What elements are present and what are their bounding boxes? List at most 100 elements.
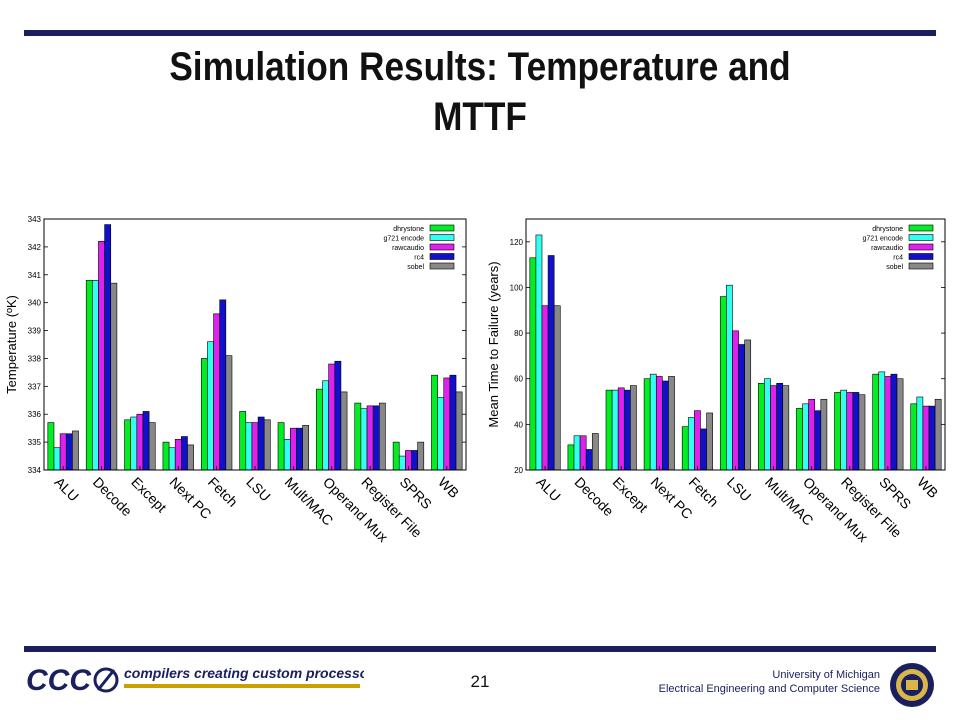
chart1-bar-dhrystone-decode <box>85 280 93 471</box>
chart1-bar-sobel-fetch <box>225 355 233 471</box>
chart1-ylabel: Temperature (ºK) <box>4 295 19 394</box>
affiliation-university: University of Michigan <box>772 669 880 681</box>
chart1-bar-g721-encode-next-pc <box>168 447 176 471</box>
chart1-xtick-label-except: Except <box>128 474 170 516</box>
chart1-xtick-label-lsu: LSU <box>243 474 274 505</box>
chart2-bar-rawcaudio-next-pc <box>655 376 663 471</box>
chart2-bar-sobel-lsu <box>744 339 752 471</box>
chart1-bar-g721-encode-alu <box>53 447 61 471</box>
chart1-bar-g721-encode-sprs <box>398 455 406 471</box>
chart2-bar-sobel-decode <box>591 433 599 471</box>
chart1-bar-g721-encode-wb <box>437 397 445 471</box>
chart1-bar-rawcaudio-alu <box>59 433 67 471</box>
chart2-bar-rawcaudio-mult-mac <box>770 385 777 471</box>
chart2-bar-sobel-register-file <box>858 394 866 471</box>
chart2-bar-rawcaudio-lsu <box>732 330 739 471</box>
ccc-logo-tagline: compilers creating custom processors <box>124 665 364 681</box>
chart1-ytick-label: 335 <box>28 438 42 447</box>
chart2-legend: dhrystone g721 encode rawcaudio rc4 sobel <box>863 224 934 271</box>
chart2-bar-g721-encode-except <box>611 389 619 471</box>
chart1-ytick-label: 342 <box>28 243 42 252</box>
chart2-legend-label-rawcaudio: rawcaudio <box>871 245 903 252</box>
chart2-legend-label-rc4: rc4 <box>893 255 903 262</box>
chart2-bar-g721-encode-lsu <box>726 284 733 471</box>
chart1-bar-dhrystone-sprs <box>392 441 400 471</box>
chart1-legend-label-g721-encode: g721 encode <box>384 236 425 243</box>
chart2-legend-swatch-rc4 <box>908 253 934 260</box>
chart1-legend: dhrystone g721 encode rawcaudio rc4 sobel <box>384 224 455 271</box>
chart1-bar-g721-encode-lsu <box>245 422 253 471</box>
chart1-bar-rc4-wb <box>449 374 457 471</box>
logo-underline <box>124 684 360 688</box>
chart2-bar-sobel-next-pc <box>668 376 675 471</box>
chart2-ytick-label: 100 <box>510 283 524 292</box>
chart2-ytick-label: 60 <box>514 375 523 384</box>
chart1-legend-swatch-g721-encode <box>429 234 455 241</box>
chart1-ytick-label: 340 <box>28 299 42 308</box>
chart2-bar-dhrystone-operand-mux <box>796 408 803 471</box>
chart2-bar-rawcaudio-sprs <box>884 376 892 471</box>
university-seal-icon <box>890 663 934 707</box>
chart1-bar-dhrystone-except <box>124 419 132 471</box>
chart2-legend-label-g721-encode: g721 encode <box>863 236 904 243</box>
chart2-bar-rc4-decode <box>585 449 593 471</box>
chart2-bar-dhrystone-register-file <box>834 392 841 471</box>
chart2-bar-rc4-mult-mac <box>776 382 784 471</box>
chart1-legend-label-rawcaudio: rawcaudio <box>392 245 424 252</box>
chart2-bar-rc4-register-file <box>852 392 860 471</box>
chart2-ytick-label: 120 <box>510 238 524 247</box>
chart2-bar-dhrystone-alu <box>529 257 537 471</box>
chart1-bar-dhrystone-wb <box>431 374 438 471</box>
chart2-bar-rc4-fetch <box>700 428 707 471</box>
chart2-bar-g721-encode-alu <box>535 234 543 471</box>
chart2-bar-sobel-sprs <box>896 378 904 471</box>
chart1-bar-dhrystone-next-pc <box>162 441 170 471</box>
chart1-bar-rc4-fetch <box>219 299 227 471</box>
chart2-ytick-label: 80 <box>514 329 523 338</box>
chart2-bar-g721-encode-sprs <box>878 371 886 471</box>
chart2-bar-g721-encode-register-file <box>840 389 848 471</box>
chart2-ylabel: Mean Time to Failure (years) <box>486 261 501 427</box>
chart2-bar-g721-encode-wb <box>916 396 924 471</box>
chart1-bar-dhrystone-operand-mux <box>316 388 323 471</box>
ccc-logo: CCC compilers creating custom processors <box>26 664 364 697</box>
chart1-bar-rawcaudio-mult-mac <box>289 427 297 471</box>
chart1-ytick-label: 334 <box>28 466 42 475</box>
temperature-chart: 334 335 336 337 338 339 340 341 342 343 ALU DecodeE… <box>4 215 467 545</box>
chart1-bar-rc4-operand-mux <box>334 360 342 471</box>
chart2-ytick-label: 40 <box>514 420 523 429</box>
chart1-bar-rawcaudio-wb <box>443 377 451 471</box>
chart2-bar-dhrystone-except <box>605 389 613 471</box>
chart1-bar-g721-encode-register-file <box>360 408 368 471</box>
affiliation: University of Michigan Electrical Engine… <box>659 668 880 696</box>
chart1-xtick-label-fetch: Fetch <box>205 474 241 510</box>
chart2-bar-rawcaudio-decode <box>579 435 587 471</box>
chart2-bar-g721-encode-fetch <box>687 417 695 471</box>
chart1-bar-rc4-register-file <box>372 405 380 471</box>
chart1-bar-sobel-operand-mux <box>340 391 348 471</box>
chart2-bar-sobel-mult-mac <box>782 385 790 471</box>
chart2-bar-sobel-alu <box>553 305 561 471</box>
chart1-bar-g721-encode-decode <box>92 280 99 471</box>
chart2-legend-swatch-g721-encode <box>908 234 934 241</box>
chart1-bar-g721-encode-operand-mux <box>322 380 329 471</box>
chart2-bar-sobel-except <box>630 385 637 471</box>
chart1-bar-sobel-alu <box>72 430 79 471</box>
chart1-legend-swatch-rawcaudio <box>429 243 455 251</box>
hammer-sickle-icon <box>93 667 119 693</box>
slide-title-line-2: MTTF <box>433 95 527 139</box>
chart2-bar-rc4-alu <box>547 255 555 471</box>
chart1-xtick-label-alu: ALU <box>51 474 82 505</box>
chart1-bar-rc4-lsu <box>257 416 265 471</box>
chart2-bar-rawcaudio-register-file <box>846 392 854 471</box>
chart2-xtick-label-fetch: Fetch <box>686 474 722 510</box>
chart1-legend-label-sobel: sobel <box>407 264 424 271</box>
chart2-legend-label-dhrystone: dhrystone <box>872 226 903 233</box>
chart1-legend-swatch-dhrystone <box>429 224 455 232</box>
chart2-bar-dhrystone-wb <box>910 403 918 471</box>
chart1-bar-dhrystone-fetch <box>200 358 208 471</box>
chart1-bar-sobel-next-pc <box>187 444 194 471</box>
chart1-xtick-label-next-pc: Next PC <box>167 474 215 522</box>
slide-title-line-1: Simulation Results: Temperature and <box>169 45 791 89</box>
